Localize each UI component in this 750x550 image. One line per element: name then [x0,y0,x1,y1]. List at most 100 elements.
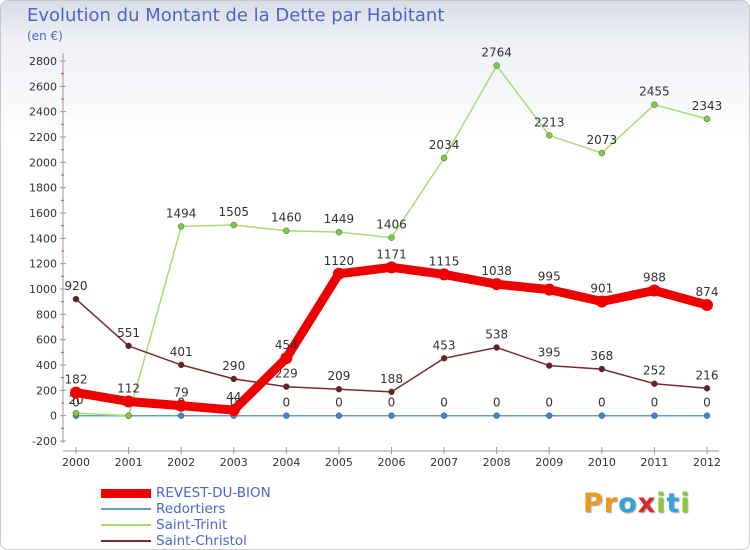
data-label-saint-trinit: 2343 [692,99,723,113]
legend-swatch [101,524,151,526]
data-label-saint-trinit: 2073 [587,133,618,147]
x-tick-label: 2008 [483,456,511,469]
legend-swatch [101,540,151,542]
data-label-redortiers: 0 [388,396,396,410]
y-tick-label: 2800 [29,55,57,68]
legend-label: Redortiers [156,501,226,517]
legend-label: REVEST-DU-BION [156,485,271,501]
data-point-saint-trinit [493,62,500,69]
data-label-redortiers: 0 [545,396,553,410]
data-label-redortiers: 0 [703,396,711,410]
y-tick-label: 800 [36,308,57,321]
data-point-revest-du-bion [122,395,135,408]
data-label-saint-christol: 229 [275,367,298,381]
data-point-saint-trinit [230,221,237,229]
x-tick-label: 2009 [535,456,563,469]
data-point-saint-christol [230,375,237,383]
data-point-redortiers [598,412,606,419]
y-tick-label: 1400 [29,232,57,245]
data-label-saint-trinit: 1505 [218,205,249,219]
y-tick-label: 2000 [29,156,57,169]
data-point-saint-trinit [651,101,658,108]
data-label-redortiers: 0 [598,396,606,410]
logo-letter: r [603,488,619,519]
x-tick-label: 2011 [640,456,668,469]
data-label-redortiers: 0 [72,396,80,410]
data-point-saint-christol [651,380,658,387]
y-tick-label: 1200 [29,258,57,271]
data-point-revest-du-bion [280,352,293,365]
data-label-saint-trinit: 2455 [639,85,670,99]
data-point-saint-trinit [440,154,448,162]
data-label-redortiers: 0 [335,396,343,410]
data-point-saint-christol [388,388,395,396]
y-tick-label: -200 [32,435,57,448]
data-point-redortiers [335,412,343,419]
data-point-saint-trinit [335,228,343,236]
data-label-redortiers: 0 [493,396,501,410]
x-tick-label: 2001 [115,456,143,469]
data-point-revest-du-bion [175,399,188,412]
data-point-saint-trinit [125,412,132,419]
data-label-saint-christol: 188 [380,372,403,386]
data-label-revest-du-bion: 1171 [376,247,407,261]
data-label-saint-christol: 290 [222,359,245,373]
data-point-revest-du-bion [332,267,345,280]
x-tick-label: 2012 [693,456,721,469]
data-label-redortiers: 0 [651,396,659,410]
data-label-revest-du-bion: 874 [696,285,719,299]
data-point-saint-trinit [177,223,185,230]
data-point-saint-christol [440,355,448,362]
data-point-revest-du-bion [70,386,82,399]
data-label-saint-trinit: 1449 [324,212,355,226]
data-point-saint-trinit [388,234,395,241]
data-point-redortiers [651,412,658,419]
data-label-saint-trinit: 1406 [376,218,407,232]
unit-label: (en €) [27,29,63,43]
x-tick-label: 2000 [62,456,90,469]
data-point-saint-christol [125,342,132,350]
data-point-revest-du-bion [385,261,398,274]
data-label-revest-du-bion: 1115 [429,254,460,268]
data-label-saint-christol: 920 [65,279,88,293]
y-tick-label: 2400 [29,106,57,119]
y-tick-label: 1600 [29,207,57,220]
data-label-revest-du-bion: 454 [275,338,298,352]
data-point-revest-du-bion [543,283,556,296]
data-point-saint-trinit [546,132,553,139]
data-label-saint-trinit: 1460 [271,211,302,225]
data-label-revest-du-bion: 901 [590,282,613,296]
data-point-redortiers [493,412,500,419]
data-point-revest-du-bion [438,268,451,281]
data-label-saint-trinit: 2034 [429,138,460,152]
data-label-saint-trinit: 2764 [481,46,512,60]
data-label-revest-du-bion: 112 [117,381,140,395]
legend-swatch [101,488,151,498]
data-point-saint-christol [72,295,80,303]
data-point-revest-du-bion [701,298,713,311]
data-point-saint-christol [598,365,606,373]
y-tick-label: 1800 [29,182,57,195]
data-label-revest-du-bion: 182 [65,373,88,387]
x-tick-label: 2005 [325,456,353,469]
data-label-redortiers: 0 [440,396,448,410]
data-label-revest-du-bion: 1038 [481,264,512,278]
legend-label: Saint-Christol [156,533,247,549]
data-point-revest-du-bion [595,295,608,308]
data-point-saint-christol [335,385,343,393]
x-tick-label: 2003 [220,456,248,469]
data-label-revest-du-bion: 1120 [324,254,355,268]
data-label-saint-christol: 209 [327,369,350,383]
data-label-redortiers: 0 [283,396,291,410]
data-point-saint-christol [703,385,711,392]
logo-letter: i [656,488,667,519]
y-tick-label: 2200 [29,131,57,144]
logo-letter: o [618,488,638,519]
data-point-saint-christol [283,383,290,390]
data-point-saint-christol [546,362,553,369]
data-label-saint-christol: 551 [117,326,140,340]
x-tick-label: 2006 [378,456,406,469]
data-label-saint-christol: 368 [590,349,613,363]
data-point-saint-trinit [72,409,80,417]
data-label-saint-christol: 401 [170,345,193,359]
